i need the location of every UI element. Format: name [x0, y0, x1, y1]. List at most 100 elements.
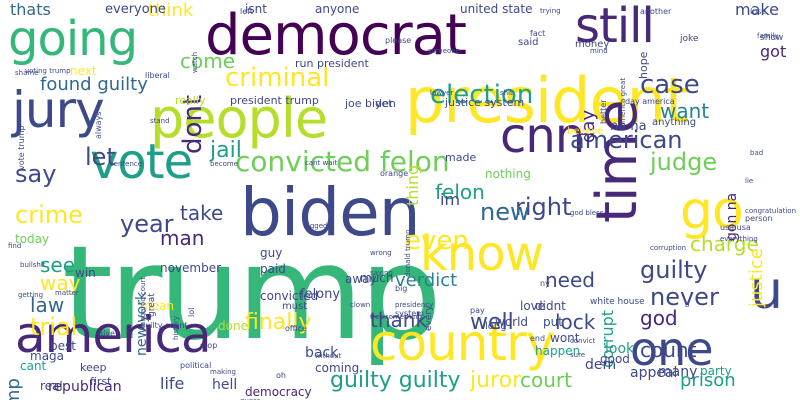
word-vote: vote	[90, 134, 193, 190]
word-thats: thats	[10, 0, 51, 19]
word-justice: justice	[746, 248, 767, 307]
word-god: god	[640, 306, 678, 330]
word-lie: lie	[745, 177, 754, 185]
word-going: going	[8, 11, 138, 67]
word-even: even	[405, 226, 469, 256]
word-november: november	[160, 261, 222, 275]
word-felony: felony	[300, 287, 341, 302]
word-god-bless: god bless	[570, 209, 604, 217]
word-guy: guy	[260, 246, 283, 260]
word-first: first	[90, 375, 112, 388]
word-verdict: verdict	[395, 270, 458, 291]
word-convict: convict	[570, 337, 596, 345]
word-another: another	[640, 7, 672, 16]
word-count: count	[640, 338, 697, 362]
word-go: go	[680, 181, 744, 241]
word-liberal: liberal	[145, 71, 170, 80]
word-money: money	[575, 39, 610, 50]
word-prison: prison	[680, 370, 736, 391]
word-run-president: run president	[295, 57, 369, 70]
word-need: need	[545, 268, 595, 292]
word-finally: finally	[245, 310, 312, 335]
word-usa-usa: usa usa	[720, 223, 751, 232]
word-biden: biden	[240, 174, 421, 251]
word-take: take	[180, 201, 224, 225]
word-right: right	[515, 193, 572, 221]
word-someone: someone	[428, 47, 461, 55]
word-presidency: presidency	[395, 301, 434, 309]
word-oh: oh	[276, 371, 286, 380]
word-cant-wait: cant wait	[305, 159, 338, 167]
word-matter: matter	[55, 289, 79, 297]
word-justice-system: justice system	[445, 96, 525, 109]
word-please: please	[385, 36, 412, 45]
word-guilty-guilty: guilty guilty	[330, 368, 461, 393]
word-people: people	[150, 87, 328, 150]
word-left: left	[240, 7, 253, 16]
word-lock: lock	[555, 310, 596, 334]
word-never: never	[650, 283, 719, 311]
word-paid: paid	[260, 262, 286, 276]
word-guilty: guilty	[640, 256, 708, 284]
word-shame: shame	[15, 69, 39, 77]
word-guilty-count: guilty count	[140, 321, 188, 330]
word-ny: ny	[540, 279, 550, 288]
word-system: system	[395, 309, 424, 318]
word-think: think	[148, 0, 194, 21]
word-well: well	[470, 310, 514, 335]
word-world: world	[495, 315, 529, 329]
word-found-guilty: found guilty	[40, 74, 148, 95]
word-america: america	[15, 306, 212, 364]
word-clown: clown	[350, 301, 371, 309]
word-u: u	[750, 261, 783, 321]
word-president-trump: president trump	[230, 94, 319, 107]
word-said: said	[518, 37, 539, 48]
word-coming: coming	[315, 361, 360, 375]
word-stop: stop	[200, 341, 218, 350]
word-convicted: convicted	[260, 289, 319, 303]
word-united-state: united state	[460, 2, 533, 16]
word-good: good	[600, 352, 630, 366]
word-thank: thank	[370, 308, 428, 332]
word-person: person	[745, 214, 773, 223]
word-bad: bad	[750, 149, 764, 157]
word-donald-trump: donald trump	[3, 378, 24, 400]
word-family: family	[757, 32, 779, 40]
word-something: something	[385, 313, 423, 321]
word-anything: anything	[652, 117, 697, 128]
word-better: better	[599, 100, 608, 125]
word-great: great	[147, 293, 157, 317]
word-watch: watch	[191, 52, 199, 74]
word-orange: orange	[380, 169, 409, 178]
word-fact: fact	[530, 29, 546, 38]
word-today: today	[15, 232, 50, 246]
word-court: court	[520, 368, 572, 392]
word-im: im	[440, 190, 461, 209]
word-long: long	[485, 321, 507, 332]
word-office: office	[285, 324, 307, 333]
word-year: year	[120, 210, 174, 238]
word-keep: keep	[80, 361, 107, 374]
word-jail: jail	[210, 138, 242, 163]
word-free: free	[370, 313, 384, 321]
word-love: love	[520, 299, 546, 313]
word-cant: cant	[20, 359, 47, 373]
word-away: away	[345, 272, 377, 286]
word-voting-trump: voting trump	[25, 67, 71, 75]
word-maga: maga	[30, 349, 65, 363]
word-felon: felon	[435, 180, 485, 204]
word-dem: dem	[585, 357, 617, 373]
word-vote-trump: vote trump	[17, 125, 26, 170]
word-back: back	[305, 345, 339, 361]
word-election: election	[430, 80, 534, 110]
word-life: life	[160, 374, 185, 393]
word-country: country	[370, 314, 555, 372]
word-guess: guess	[240, 398, 260, 400]
word-best: best	[50, 339, 76, 353]
word-man: man	[160, 226, 205, 250]
word-jury: jury	[12, 81, 105, 139]
word-trying: trying	[540, 7, 561, 15]
word-look: look	[605, 341, 635, 357]
word-pay: pay	[470, 306, 485, 315]
